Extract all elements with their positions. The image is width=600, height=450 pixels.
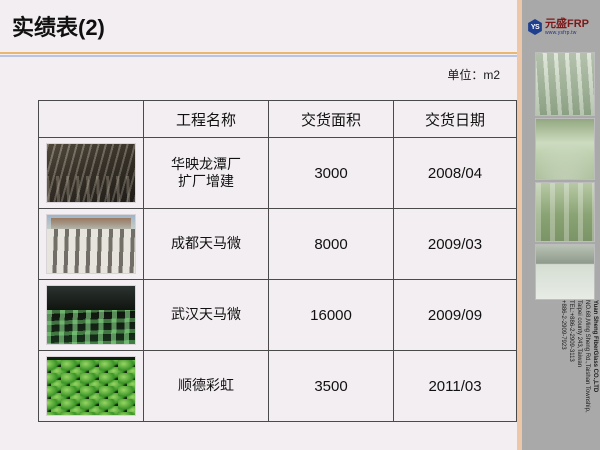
performance-table: 工程名称 交货面积 交货日期 华映龙潭厂 扩厂增建 3000 2008/04 [38,100,517,422]
ys-hexagon-badge-icon: YS [528,19,542,35]
project-name-cell: 华映龙潭厂 扩厂增建 [143,137,269,209]
delivery-date-cell: 2009/03 [393,208,517,280]
column-header-project-name: 工程名称 [143,100,269,138]
sidebar-accent-strip [517,0,522,450]
table-row: 成都天马微 8000 2009/03 [38,208,517,280]
project-name-line-1: 顺德彩虹 [178,377,234,394]
table-row: 顺德彩虹 3500 2011/03 [38,350,517,422]
project-thumbnail-cell [38,279,144,351]
address-line-tel-alt: +886-2-2909-7923 [560,300,566,350]
project-photo-huaying-longtan [46,143,136,203]
column-header-delivery-area: 交货面积 [268,100,394,138]
address-line-company: Yuan Sheng FiberGlass CO.,LTD [592,300,598,393]
delivery-date-cell: 2009/09 [393,279,517,351]
address-line-city: Taipei county 243,Taiwan [576,300,582,368]
project-name-cell: 顺德彩虹 [143,350,269,422]
delivery-area-cell: 16000 [268,279,394,351]
project-thumbnail-cell [38,137,144,209]
project-photo-wuhan-tianma [46,285,136,345]
project-name-line-1: 华映龙潭厂 [171,155,241,172]
delivery-area-cell: 3500 [268,350,394,422]
delivery-date-cell: 2008/04 [393,137,517,209]
project-name-cell: 成都天马微 [143,208,269,280]
sidebar-photo-frp-tank [535,118,595,180]
title-divider-gold [0,52,520,54]
title-divider-blue [0,55,520,57]
page-title: 实绩表(2) [12,15,105,40]
table-header: 工程名称 交货面积 交货日期 [38,100,517,138]
project-photo-shunde-caihong [46,356,136,416]
title-bar: 实绩表(2) [0,0,520,57]
table-row: 武汉天马微 16000 2009/09 [38,279,517,351]
project-photo-chengdu-tianma [46,214,136,274]
logo-website-url: www.ysfrp.tw [545,29,577,36]
sidebar-photo-frp-tank-row [535,182,595,242]
delivery-area-cell: 8000 [268,208,394,280]
project-name-line-1: 成都天马微 [171,235,241,252]
column-header-thumbnail [38,100,144,138]
company-address-block: Yuan Sheng FiberGlass CO.,LTD NO.68,Ming… [528,300,598,440]
table-body: 华映龙潭厂 扩厂增建 3000 2008/04 成都天马微 8000 2009/… [38,137,517,422]
project-thumbnail-cell [38,208,144,280]
table-row: 华映龙潭厂 扩厂增建 3000 2008/04 [38,137,517,209]
delivery-area-cell: 3000 [268,137,394,209]
address-line-street: NO.68,Ming Sheng Rd.,Taishan Township, [584,300,590,413]
project-thumbnail-cell [38,350,144,422]
sidebar-photo-facility-interior [535,244,595,300]
delivery-date-cell: 2011/03 [393,350,517,422]
company-logo: YS 元盛FRP www.ysfrp.tw [527,14,595,40]
logo-company-name: 元盛FRP [545,17,589,30]
sidebar-photo-ceiling-structure [535,52,595,116]
project-name-line-2: 扩厂增建 [178,173,234,189]
project-name-line-1: 武汉天马微 [171,306,241,323]
column-header-delivery-date: 交货日期 [393,100,517,138]
address-line-tel: TEL:+886-2-2909-3113 [568,300,574,362]
logo-text-wrap: 元盛FRP www.ysfrp.tw [545,17,589,36]
project-name-cell: 武汉天马微 [143,279,269,351]
unit-note: 单位：m2 [447,68,500,82]
table-header-row: 工程名称 交货面积 交货日期 [38,100,517,138]
